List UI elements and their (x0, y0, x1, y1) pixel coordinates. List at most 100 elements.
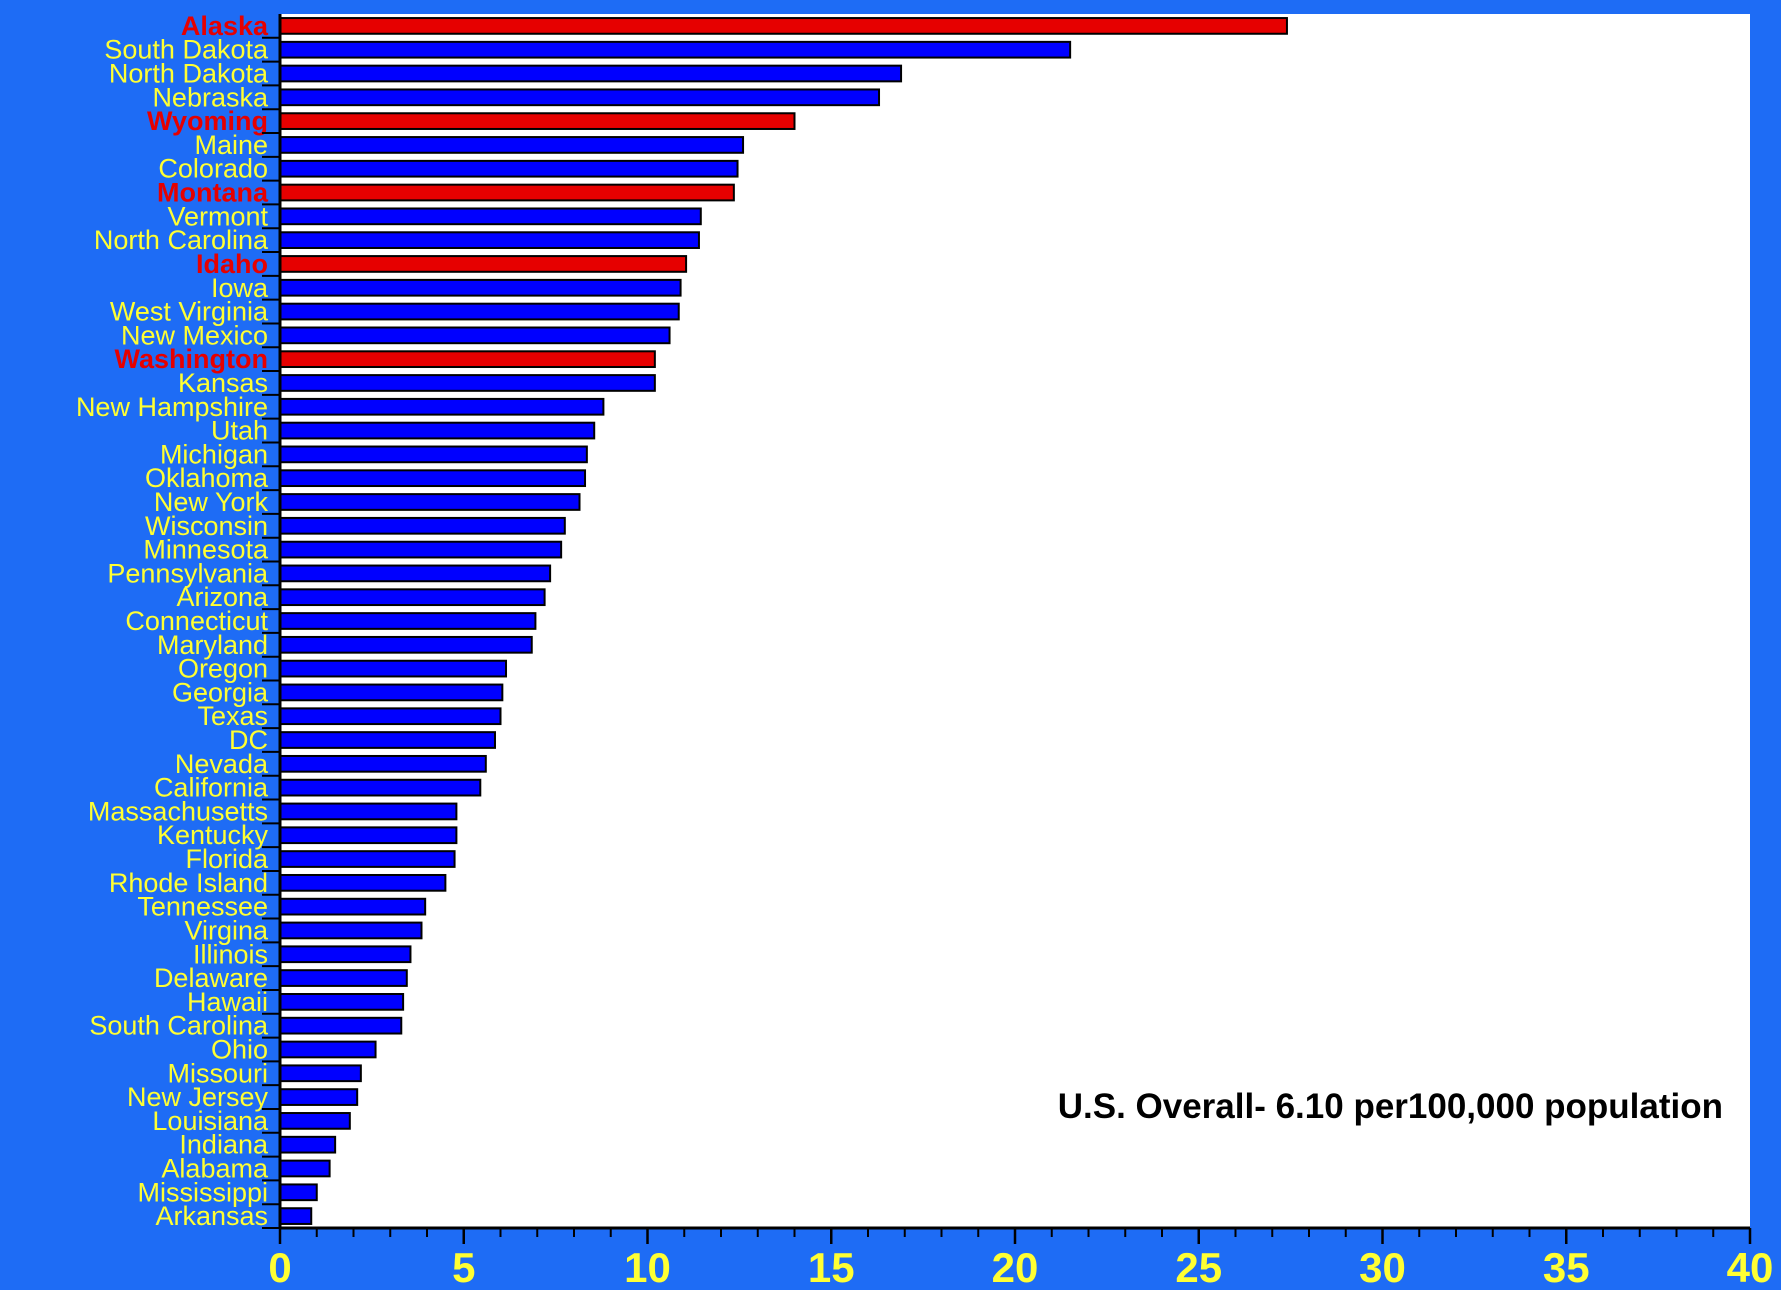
bar-50 (279, 1207, 313, 1225)
bar-4 (279, 112, 796, 130)
category-label-26: Maryland (157, 630, 268, 660)
category-label-42: South Carolina (89, 1011, 269, 1041)
bar-41 (279, 993, 405, 1011)
category-label-36: Rhode Island (109, 868, 268, 898)
bar-3 (279, 88, 881, 107)
category-label-44: Missouri (167, 1058, 268, 1088)
bar-10 (279, 255, 688, 273)
bar-30 (279, 731, 496, 749)
bar-35 (279, 850, 456, 868)
category-label-50: Arkansas (155, 1201, 268, 1231)
bar-15 (279, 374, 656, 392)
category-label-25: Connecticut (125, 606, 268, 636)
category-label-47: Indiana (179, 1130, 269, 1160)
bar-7 (279, 183, 735, 202)
bar-12 (279, 302, 680, 321)
bar-33 (279, 802, 458, 821)
bar-22 (279, 540, 563, 559)
category-label-32: California (154, 773, 269, 803)
bar-13 (279, 326, 671, 345)
category-label-39: Illinois (193, 939, 268, 969)
category-label-2: North Dakota (109, 59, 269, 89)
bar-26 (279, 635, 533, 654)
bar-29 (279, 707, 502, 726)
bar-1 (279, 40, 1072, 59)
category-label-21: Wisconsin (145, 511, 268, 541)
category-label-3: Nebraska (152, 82, 269, 112)
x-tick-label-1: 5 (452, 1244, 475, 1290)
x-tick-label-8: 40 (1727, 1244, 1774, 1290)
us-overall-annotation: U.S. Overall- 6.10 per100,000 population (1058, 1087, 1723, 1126)
bar-27 (279, 659, 508, 678)
category-label-28: Georgia (172, 677, 269, 707)
bar-8 (279, 207, 702, 226)
category-label-48: Alabama (161, 1153, 269, 1183)
bar-45 (279, 1088, 359, 1106)
bar-28 (279, 683, 504, 702)
category-label-31: Nevada (175, 749, 269, 779)
bar-16 (279, 397, 605, 416)
category-label-13: New Mexico (121, 320, 268, 350)
category-label-14: Washington (115, 344, 268, 374)
bar-42 (279, 1016, 403, 1035)
axes-group: 0 5 10 15 20 25 30 35 40 (262, 14, 1773, 1290)
category-label-46: Louisiana (152, 1106, 269, 1136)
category-label-40: Delaware (154, 963, 268, 993)
bar-32 (279, 778, 482, 797)
category-label-18: Michigan (160, 439, 268, 469)
bar-19 (279, 469, 587, 488)
bar-11 (279, 278, 682, 297)
x-tick-label-6: 30 (1359, 1244, 1406, 1290)
category-label-41: Hawaii (187, 987, 268, 1017)
bar-18 (279, 445, 588, 464)
bar-9 (279, 231, 700, 249)
bar-34 (279, 826, 458, 845)
category-label-1: South Dakota (104, 35, 269, 65)
bar-17 (279, 421, 596, 440)
category-label-8: Vermont (167, 201, 268, 231)
bar-40 (279, 969, 408, 987)
category-label-7: Montana (157, 178, 269, 208)
bar-48 (279, 1159, 331, 1178)
bar-49 (279, 1183, 318, 1202)
bar-6 (279, 159, 739, 178)
category-label-20: New York (154, 487, 269, 517)
category-label-12: West Virginia (110, 297, 269, 327)
category-label-29: Texas (197, 701, 268, 731)
x-tick-label-0: 0 (268, 1244, 291, 1290)
category-label-16: New Hampshire (76, 392, 268, 422)
category-label-27: Oregon (178, 654, 268, 684)
bar-44 (279, 1064, 362, 1083)
bar-23 (279, 564, 552, 583)
category-label-34: Kentucky (157, 820, 269, 850)
category-label-9: North Carolina (94, 225, 269, 255)
category-label-35: Florida (185, 844, 269, 874)
category-label-19: Oklahoma (145, 463, 269, 493)
category-label-23: Pennsylvania (107, 558, 269, 588)
category-label-24: Arizona (176, 582, 269, 612)
category-label-49: Mississippi (137, 1177, 268, 1207)
category-label-11: Iowa (211, 273, 269, 303)
bar-38 (279, 921, 423, 940)
bar-20 (279, 493, 581, 511)
category-label-38: Virgina (184, 915, 269, 945)
x-tick-label-3: 15 (808, 1244, 855, 1290)
category-label-10: Idaho (196, 249, 268, 279)
category-label-43: Ohio (211, 1034, 268, 1064)
bar-14 (279, 350, 656, 369)
bar-37 (279, 897, 427, 916)
bar-24 (279, 588, 546, 607)
category-label-45: New Jersey (127, 1082, 269, 1112)
bar-46 (279, 1112, 351, 1130)
category-label-17: Utah (211, 416, 268, 446)
bar-25 (279, 612, 537, 630)
bar-47 (279, 1135, 337, 1154)
bar-39 (279, 945, 412, 964)
bar-5 (279, 136, 745, 154)
category-label-5: Maine (194, 130, 268, 160)
bar-36 (279, 873, 447, 892)
bar-31 (279, 754, 487, 773)
x-tick-label-5: 25 (1175, 1244, 1222, 1290)
